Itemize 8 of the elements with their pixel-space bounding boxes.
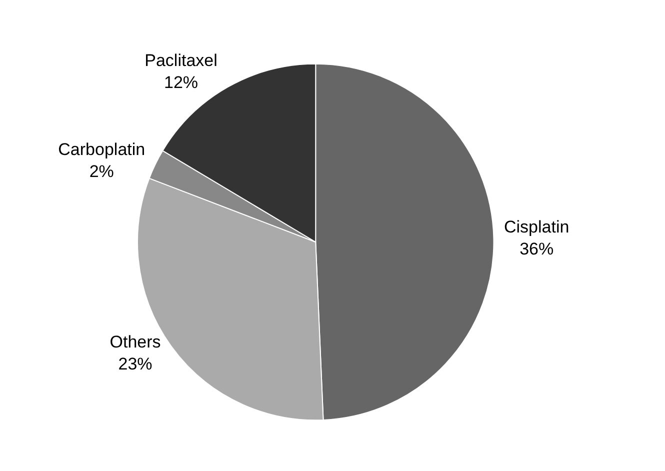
slice-label: Cisplatin bbox=[504, 218, 570, 237]
data-label: 12% bbox=[164, 73, 198, 92]
data-label: 23% bbox=[118, 354, 152, 374]
slice-label: Others bbox=[110, 332, 161, 352]
slice-label: Paclitaxel bbox=[144, 51, 218, 70]
data-label: 2% bbox=[89, 162, 114, 181]
slice-label: Carboplatin bbox=[58, 140, 146, 159]
data-label: 36% bbox=[520, 240, 554, 259]
